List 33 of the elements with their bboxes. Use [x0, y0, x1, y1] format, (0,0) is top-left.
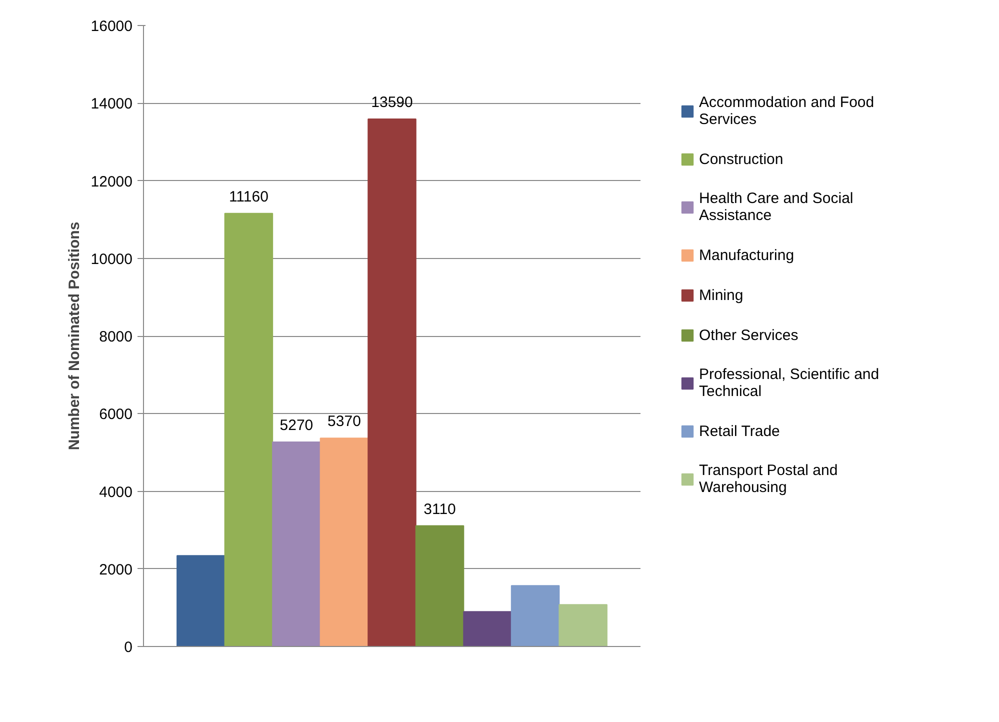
bar [272, 441, 321, 646]
bar [463, 611, 512, 646]
legend-label: Health Care and Social Assistance [699, 190, 854, 224]
legend-label: Manufacturing [699, 246, 794, 264]
legend-label: Retail Trade [699, 422, 780, 440]
bar [368, 118, 416, 646]
bar [415, 525, 464, 646]
y-tick-label: 4000 [99, 484, 133, 501]
legend-label: Construction [699, 150, 784, 168]
y-tick-label: 16000 [90, 18, 133, 35]
bar [224, 212, 274, 646]
y-tick-label: 10000 [90, 250, 133, 268]
y-tick-label: 14000 [90, 96, 133, 113]
legend-label: Professional, Scientific and Technical [699, 366, 880, 400]
legend-label: Other Services [699, 326, 798, 344]
data-label: 5270 [280, 416, 314, 434]
y-tick-label: 12000 [90, 173, 133, 190]
legend-label: Transport Postal and Warehousing [699, 462, 838, 496]
y-tick-label: 2000 [99, 561, 133, 578]
y-tick-label: 6000 [99, 406, 133, 424]
bar [558, 604, 608, 646]
data-label: 13590 [371, 94, 413, 112]
y-tick-label: 8000 [99, 328, 133, 346]
y-tick-label: 0 [124, 639, 132, 656]
bar [320, 438, 369, 646]
data-label: 5370 [328, 413, 361, 430]
bar [510, 585, 560, 646]
y-axis-title: Number of Nominated Positions [66, 222, 83, 450]
legend-label: Mining [699, 286, 744, 304]
data-label: 11160 [228, 188, 268, 206]
legend-label: Accommodation and Food Services [699, 94, 874, 128]
data-label: 3110 [424, 500, 456, 518]
bar [176, 555, 226, 646]
